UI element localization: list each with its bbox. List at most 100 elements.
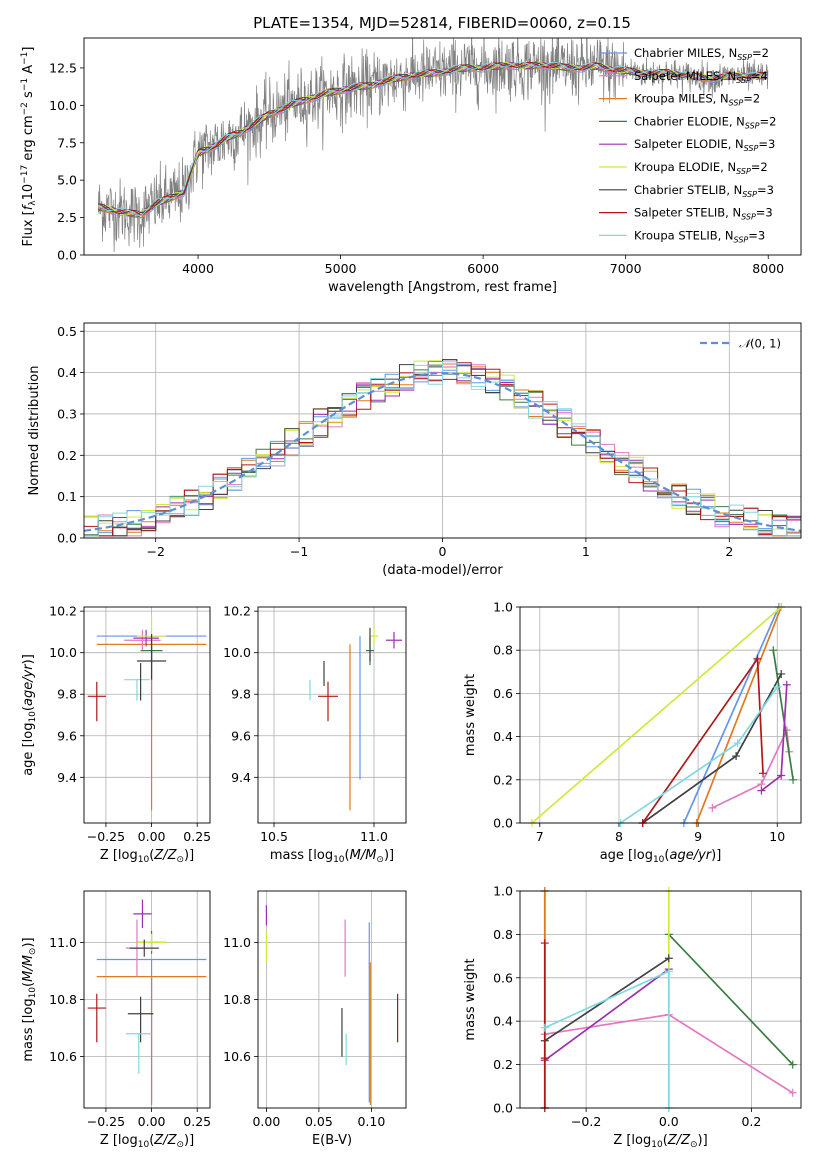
mass_weight_vs_age-xlabel: age [log10(age/yr)] bbox=[600, 848, 722, 865]
mass_weight_vs_age-xtick-label: 9 bbox=[694, 829, 702, 844]
mass-weight-marker bbox=[789, 775, 798, 784]
mass-weight-marker bbox=[759, 769, 768, 778]
mass_vs_ebv-xtick-label: 0.00 bbox=[252, 1114, 280, 1129]
legend-entry: Salpeter STELIB, NSSP=3 bbox=[634, 206, 773, 222]
residuals-ytick-label: 0.1 bbox=[57, 489, 77, 504]
spectrum-ytick-label: 7.5 bbox=[57, 135, 77, 150]
mass_vs_Z-xtick-label: −0.25 bbox=[87, 1114, 125, 1129]
spectrum-ylabel: Flux [fλ10−17 erg cm−2 s−1 A−1] bbox=[20, 47, 38, 247]
mass_weight_vs_age-xtick-label: 8 bbox=[615, 829, 623, 844]
mass-weight-line bbox=[668, 933, 794, 1066]
mass_weight_vs_Z-ytick-label: 0.8 bbox=[493, 927, 513, 942]
figure-title: PLATE=1354, MJD=52814, FIBERID=0060, z=0… bbox=[253, 14, 631, 32]
mass_weight_vs_age-panel: 7 8 9 10 0.0 0.2 0.4 0.6 0.8 1.0 age [log10(age/yr… bbox=[463, 600, 802, 865]
mass_weight_vs_Z-panel: −0.2 0.0 0.2 0.0 0.2 0.4 0.6 0.8 1.0 Z [log10(Z/Z… bbox=[463, 884, 802, 1150]
mass-weight-line bbox=[695, 607, 782, 823]
mass_weight_vs_Z-frame bbox=[519, 890, 802, 1109]
mass_weight_vs_Z-ytick-label: 1.0 bbox=[493, 884, 513, 899]
age_vs_mass-xtick-label: 11.0 bbox=[360, 829, 388, 844]
age_vs_Z-ytick-label: 9.6 bbox=[57, 728, 77, 743]
age_vs_Z-ylabel: age [log10(age/yr)] bbox=[21, 654, 38, 776]
spectrum-xlabel: wavelength [Angstrom, rest frame] bbox=[328, 280, 557, 295]
residuals-ytick-label: 0.0 bbox=[57, 531, 77, 546]
mass-weight-line bbox=[544, 968, 670, 1061]
mass-weight-marker bbox=[664, 967, 673, 976]
mass_weight_vs_age-ytick-label: 0.8 bbox=[493, 643, 513, 658]
mass_weight_vs_age-xtick-label: 10 bbox=[769, 829, 785, 844]
age_vs_mass-ytick-label: 10.2 bbox=[223, 604, 251, 619]
age_vs_Z-xlabel: Z [log10(Z/Z⊙)] bbox=[100, 848, 194, 865]
mass-weight-marker bbox=[782, 680, 791, 689]
age_vs_Z-frame bbox=[83, 606, 211, 824]
spectrum-legend: Chabrier MILES, NSSP=2 Salpeter MILES, NS… bbox=[599, 46, 776, 244]
age_vs_Z-ytick-label: 9.8 bbox=[57, 687, 77, 702]
residuals-xlabel: (data-model)/error bbox=[382, 563, 503, 578]
mass_weight_vs_Z-xtick-label: −0.2 bbox=[571, 1114, 601, 1129]
normal-curve bbox=[84, 371, 801, 532]
mass-weight-marker bbox=[733, 739, 742, 748]
mass_vs_ebv-xlabel: E(B-V) bbox=[312, 1133, 352, 1148]
mass_vs_Z-ytick-label: 10.6 bbox=[49, 1049, 77, 1064]
mass_weight_vs_age-xtick-label: 7 bbox=[536, 829, 544, 844]
mass_weight_vs_age-ylabel: mass weight bbox=[463, 674, 478, 756]
age_vs_mass-xtick-label: 10.5 bbox=[260, 829, 288, 844]
observed-spectrum-line bbox=[97, 38, 769, 253]
mass_vs_ebv-frame bbox=[257, 890, 407, 1109]
residuals-ytick-label: 0.5 bbox=[57, 324, 77, 339]
mass_weight_vs_age-ytick-label: 1.0 bbox=[493, 600, 513, 615]
residuals-panel: −2 −1 0 1 2 0.0 0.1 0.2 0.3 0.4 0.5 (data-model)/er… bbox=[27, 322, 802, 578]
age_vs_mass-frame bbox=[257, 606, 407, 824]
residuals-xtick-label: −2 bbox=[146, 544, 164, 559]
age_vs_Z-panel: −0.25 0.00 0.25 9.4 9.6 9.8 10.0 10.2 Z [log10(Z… bbox=[21, 604, 211, 865]
mass_weight_vs_Z-ytick-label: 0.4 bbox=[493, 1014, 513, 1029]
mass-weight-marker bbox=[540, 939, 549, 948]
mass_vs_ebv-ytick-label: 10.8 bbox=[223, 992, 251, 1007]
spectrum-ytick-label: 5.0 bbox=[57, 173, 77, 188]
mass_vs_Z-ylabel: mass [log10(M/M⊙)] bbox=[21, 937, 38, 1061]
residuals-ytick-label: 0.2 bbox=[57, 448, 77, 463]
mass_vs_Z-xtick-label: 0.00 bbox=[138, 1114, 166, 1129]
mass_weight_vs_Z-ylabel: mass weight bbox=[463, 958, 478, 1040]
spectrum-ytick-label: 12.5 bbox=[49, 60, 77, 75]
spectrum-ytick-label: 0.0 bbox=[57, 248, 77, 263]
age_vs_Z-xtick-label: 0.00 bbox=[138, 829, 166, 844]
mass_weight_vs_Z-xlabel: Z [log10(Z/Z⊙)] bbox=[613, 1133, 707, 1150]
legend-entry: Chabrier MILES, NSSP=2 bbox=[634, 46, 769, 62]
mass_weight_vs_age-ytick-label: 0.4 bbox=[493, 729, 513, 744]
mass-weight-marker bbox=[753, 654, 762, 663]
residuals-xtick-label: 1 bbox=[582, 544, 590, 559]
mass-weight-marker bbox=[777, 771, 786, 780]
normal-legend-label: 𝒩(0, 1) bbox=[739, 337, 781, 351]
age_vs_Z-ytick-label: 9.4 bbox=[57, 770, 77, 785]
mass_weight_vs_Z-ytick-label: 0.0 bbox=[493, 1101, 513, 1116]
spectrum-ytick-label: 2.5 bbox=[57, 210, 77, 225]
mass-weight-marker bbox=[769, 646, 778, 655]
mass-weight-marker bbox=[540, 1023, 549, 1032]
age_vs_mass-panel: 10.5 11.0 9.4 9.6 9.8 10.0 10.2 mass [log10(M/M… bbox=[223, 604, 407, 865]
spectrum-frame bbox=[83, 37, 802, 256]
mass_vs_Z-frame bbox=[83, 890, 211, 1109]
mass_weight_vs_age-frame bbox=[519, 606, 802, 824]
model-spectrum-line bbox=[98, 63, 768, 219]
residuals-ylabel: Normed distribution bbox=[27, 366, 42, 496]
model-spectrum-line bbox=[98, 61, 768, 217]
model-spectrum-line bbox=[98, 61, 768, 214]
mass_vs_Z-xtick-label: 0.25 bbox=[183, 1114, 211, 1129]
mass-weight-marker bbox=[664, 954, 673, 963]
mass_vs_ebv-panel: 0.00 0.05 0.10 10.6 10.8 11.0 E(B-V) bbox=[223, 890, 407, 1148]
mass-weight-line bbox=[531, 607, 782, 823]
age_vs_Z-ytick-label: 10.0 bbox=[49, 645, 77, 660]
mass-weight-line bbox=[642, 673, 782, 823]
spectrum-xtick-label: 6000 bbox=[467, 261, 499, 276]
spectrum-xtick-label: 7000 bbox=[610, 261, 642, 276]
mass-weight-marker bbox=[732, 752, 741, 761]
mass-weight-marker bbox=[757, 786, 766, 795]
mass-weight-marker bbox=[773, 682, 782, 691]
mass_weight_vs_Z-ytick-label: 0.6 bbox=[493, 970, 513, 985]
model-spectrum-line bbox=[98, 61, 768, 216]
mass_weight_vs_Z-xtick-label: 0.0 bbox=[659, 1114, 679, 1129]
spectrum-xtick-label: 8000 bbox=[752, 261, 784, 276]
mass_weight_vs_age-ytick-label: 0.2 bbox=[493, 772, 513, 787]
age_vs_mass-ytick-label: 10.0 bbox=[223, 645, 251, 660]
mass-weight-line bbox=[683, 607, 780, 823]
